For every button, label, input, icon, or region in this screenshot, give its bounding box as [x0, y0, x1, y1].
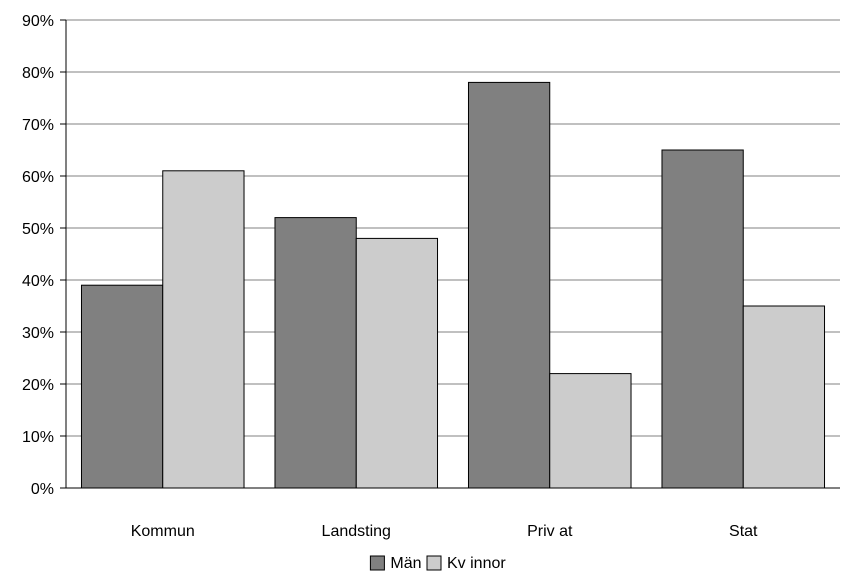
tick-labels: 0% 10% 20% 30% 40% 50% 60% 70% 80% 90% Kommun Lands…: [22, 13, 758, 540]
x-category-label: Kommun: [131, 523, 195, 540]
bar-man: [661, 149, 744, 489]
y-tick-label: 20%: [22, 377, 54, 394]
bar-kvinnor: [549, 373, 632, 489]
bar-kvinnor: [162, 170, 245, 489]
y-tick-label: 40%: [22, 273, 54, 290]
x-category-label: Stat: [729, 523, 758, 540]
legend-label: Män: [390, 555, 421, 572]
legend-label: Kv innor: [447, 555, 506, 572]
legend-swatch: [369, 555, 385, 571]
y-tick-label: 80%: [22, 65, 54, 82]
y-tick-label: 70%: [22, 117, 54, 134]
x-category-label: Landsting: [322, 523, 391, 540]
axes: [60, 19, 840, 489]
legend: Män Kv innor: [369, 555, 506, 572]
x-category-label: Priv at: [527, 523, 573, 540]
bars: [80, 81, 826, 489]
y-tick-label: 0%: [31, 481, 54, 498]
bar-man: [467, 81, 551, 489]
y-tick-label: 30%: [22, 325, 54, 342]
legend-swatch: [426, 555, 442, 571]
y-tick-label: 90%: [22, 13, 54, 30]
bar-kvinnor: [355, 237, 439, 489]
y-tick-label: 60%: [22, 169, 54, 186]
bar-kvinnor: [742, 305, 826, 489]
bar-man: [80, 284, 164, 489]
bar-man: [274, 217, 357, 489]
y-tick-label: 10%: [22, 429, 54, 446]
y-tick-label: 50%: [22, 221, 54, 238]
